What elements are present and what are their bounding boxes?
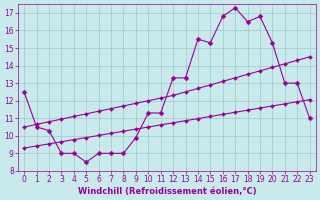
X-axis label: Windchill (Refroidissement éolien,°C): Windchill (Refroidissement éolien,°C) [77, 187, 256, 196]
